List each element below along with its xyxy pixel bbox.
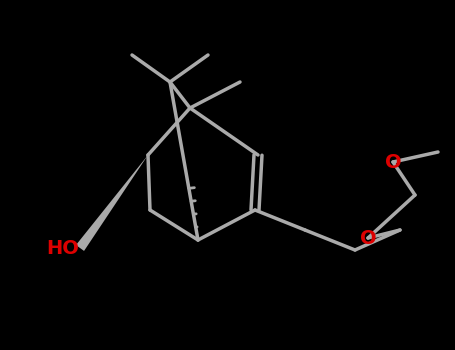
Text: O: O — [384, 153, 401, 172]
Text: O: O — [360, 229, 376, 247]
Text: HO: HO — [46, 238, 80, 258]
Polygon shape — [76, 155, 148, 251]
